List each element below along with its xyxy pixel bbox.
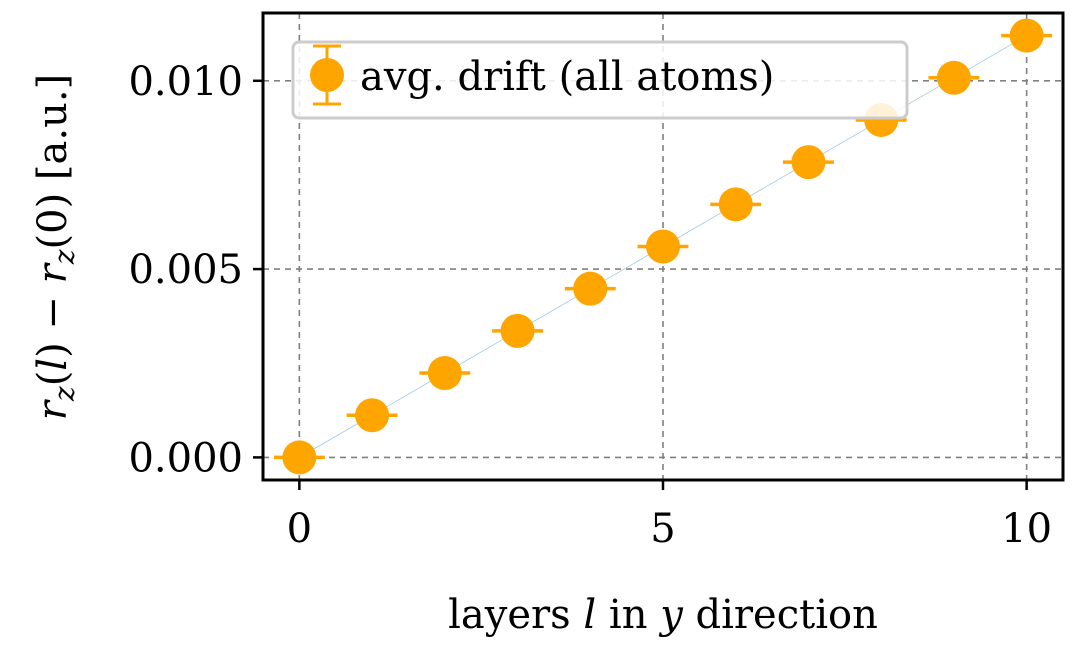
y-axis-label-r2: r — [30, 261, 76, 283]
y-axis-label-r: r — [30, 398, 76, 420]
y-axis-label-part1: ( — [30, 371, 76, 387]
data-point-9 — [936, 60, 971, 95]
x-tick-label-1: 5 — [650, 506, 675, 552]
legend-label: avg. drift (all atoms) — [360, 54, 774, 100]
y-axis-label-sub: z — [48, 386, 81, 402]
y-axis-label: rz(l) − rz(0) [a.u.] — [30, 74, 81, 420]
legend: avg. drift (all atoms) — [291, 40, 909, 120]
y-tick-label-2: 0.010 — [128, 59, 243, 105]
x-axis-label-var1: l — [583, 592, 596, 638]
y-ticks: 0.000 0.005 0.010 — [128, 59, 263, 481]
y-axis-label-l: l — [30, 358, 76, 371]
data-point-7 — [791, 145, 826, 180]
data-point-5 — [646, 229, 680, 264]
data-points — [282, 18, 1044, 475]
x-axis-label-middle: in — [596, 592, 660, 638]
x-axis-label-var2: y — [658, 592, 684, 638]
x-axis-label-prefix: layers — [448, 592, 583, 638]
data-point-2 — [427, 356, 462, 391]
legend-box — [291, 40, 909, 120]
data-point-0 — [282, 440, 317, 475]
legend-marker — [310, 44, 344, 106]
data-point-3 — [500, 313, 535, 348]
x-axis-label-suffix: direction — [683, 592, 878, 638]
x-tick-label-2: 10 — [1001, 506, 1052, 552]
y-tick-label-1: 0.005 — [128, 247, 243, 293]
data-point-4 — [573, 271, 608, 306]
x-tick-label-0: 0 — [287, 506, 312, 552]
data-point-6 — [718, 187, 753, 222]
x-axis-label: layers l in y direction — [448, 592, 878, 638]
x-ticks: 0 5 10 — [287, 480, 1052, 552]
y-axis-label-part3: (0) [a.u.] — [30, 74, 76, 250]
data-point-10 — [1009, 18, 1044, 53]
y-tick-label-0: 0.000 — [128, 435, 243, 481]
y-axis-label-sub2: z — [48, 249, 81, 265]
y-axis-label-part2: ) − — [30, 283, 76, 358]
data-point-1 — [355, 398, 390, 433]
